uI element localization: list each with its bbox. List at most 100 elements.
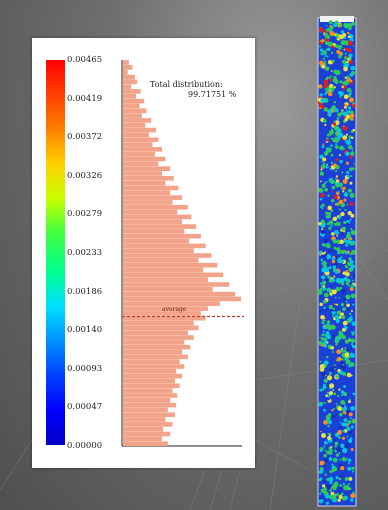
- specimen-speckle: [350, 151, 355, 156]
- specimen-speckle: [330, 284, 333, 287]
- specimen-speckle: [345, 151, 350, 156]
- specimen-speckle: [333, 86, 336, 89]
- specimen-speckle: [346, 55, 349, 58]
- specimen-speckle: [346, 87, 352, 93]
- specimen-speckle: [346, 457, 349, 460]
- specimen-speckle: [334, 145, 339, 150]
- specimen-speckle: [324, 55, 327, 57]
- specimen-speckle: [327, 275, 331, 279]
- histogram-bar: [123, 132, 149, 138]
- specimen-speckle: [350, 425, 354, 429]
- specimen-speckle: [342, 404, 345, 407]
- specimen-speckle: [333, 392, 337, 396]
- specimen-speckle: [326, 133, 330, 137]
- specimen-speckle: [333, 34, 335, 37]
- specimen-speckle: [333, 275, 336, 278]
- specimen-speckle: [324, 449, 327, 452]
- specimen-speckle: [334, 269, 339, 274]
- specimen-speckle: [331, 59, 335, 63]
- histogram-bar: [123, 344, 191, 350]
- specimen-speckle: [320, 430, 322, 433]
- specimen-speckle: [348, 257, 352, 261]
- specimen-speckle: [350, 264, 355, 270]
- specimen-speckle: [330, 209, 334, 213]
- specimen-speckle: [317, 289, 323, 295]
- specimen-speckle: [332, 307, 336, 311]
- histogram-bar: [123, 272, 224, 278]
- specimen-speckle: [331, 414, 336, 419]
- specimen-speckle: [341, 422, 346, 427]
- specimen-speckle: [350, 353, 355, 358]
- specimen-speckle: [350, 230, 356, 236]
- specimen-speckle: [336, 49, 341, 54]
- specimen-speckle: [335, 221, 340, 225]
- specimen-speckle: [334, 136, 337, 139]
- histogram-bar: [123, 156, 166, 162]
- specimen-speckle: [352, 392, 356, 396]
- specimen-speckle: [329, 432, 331, 435]
- specimen-speckle: [346, 372, 352, 378]
- specimen-speckle: [335, 375, 339, 379]
- specimen-speckle: [320, 314, 325, 320]
- histogram-bar: [123, 359, 180, 364]
- specimen-speckle: [346, 233, 352, 239]
- specimen-speckle: [332, 486, 337, 491]
- histogram-bar: [123, 262, 218, 268]
- specimen-speckle: [319, 492, 322, 495]
- specimen-speckle: [320, 180, 322, 183]
- specimen-speckle: [323, 287, 326, 290]
- specimen-speckle: [321, 183, 326, 188]
- histogram-bar: [123, 349, 182, 355]
- histogram-bar: [123, 407, 168, 413]
- specimen-speckle: [340, 211, 345, 217]
- specimen-speckle: [333, 195, 338, 200]
- specimen-speckle: [342, 271, 347, 275]
- specimen-speckle: [327, 432, 330, 435]
- specimen-speckle: [338, 310, 341, 313]
- specimen-speckle: [350, 338, 355, 344]
- specimen-speckle: [338, 330, 343, 335]
- specimen-speckle: [328, 76, 331, 79]
- specimen-speckle: [338, 315, 342, 319]
- specimen-speckle: [349, 58, 352, 61]
- specimen-speckle: [333, 407, 335, 410]
- specimen-speckle: [342, 482, 345, 486]
- specimen-speckle: [336, 177, 339, 180]
- specimen-speckle: [328, 489, 331, 492]
- specimen-speckle: [321, 163, 326, 169]
- specimen-speckle: [320, 223, 326, 228]
- histogram-bar: [123, 335, 194, 340]
- specimen-speckle: [345, 109, 348, 112]
- histogram-bar: [123, 426, 164, 432]
- specimen-speckle: [325, 89, 329, 94]
- specimen-speckle: [344, 404, 346, 407]
- specimen-speckle: [349, 253, 352, 256]
- specimen-speckle: [321, 484, 326, 488]
- specimen-speckle: [333, 100, 336, 104]
- specimen-speckle: [342, 447, 348, 454]
- specimen-speckle: [338, 297, 341, 299]
- specimen-speckle: [347, 94, 352, 98]
- specimen-speckle: [326, 254, 332, 260]
- specimen-speckle: [321, 145, 325, 149]
- specimen-speckle: [318, 60, 324, 66]
- specimen-speckle: [340, 349, 344, 353]
- specimen-speckle: [347, 279, 350, 282]
- specimen-speckle: [325, 48, 328, 51]
- specimen-speckle: [328, 78, 333, 82]
- specimen-speckle: [321, 228, 324, 231]
- specimen-speckle: [331, 485, 334, 488]
- specimen-speckle: [349, 417, 352, 420]
- histogram-bar: [123, 161, 159, 167]
- specimen-speckle: [348, 398, 351, 401]
- specimen-speckle: [334, 169, 338, 173]
- specimen-speckle: [343, 198, 347, 202]
- specimen-speckle: [332, 466, 338, 472]
- specimen-speckle: [323, 325, 326, 327]
- specimen-speckle: [329, 476, 333, 480]
- specimen-speckle: [341, 436, 346, 440]
- specimen-speckle: [340, 30, 345, 34]
- specimen-speckle: [323, 453, 328, 458]
- specimen-speckle: [318, 310, 322, 313]
- specimen-speckle: [332, 389, 335, 391]
